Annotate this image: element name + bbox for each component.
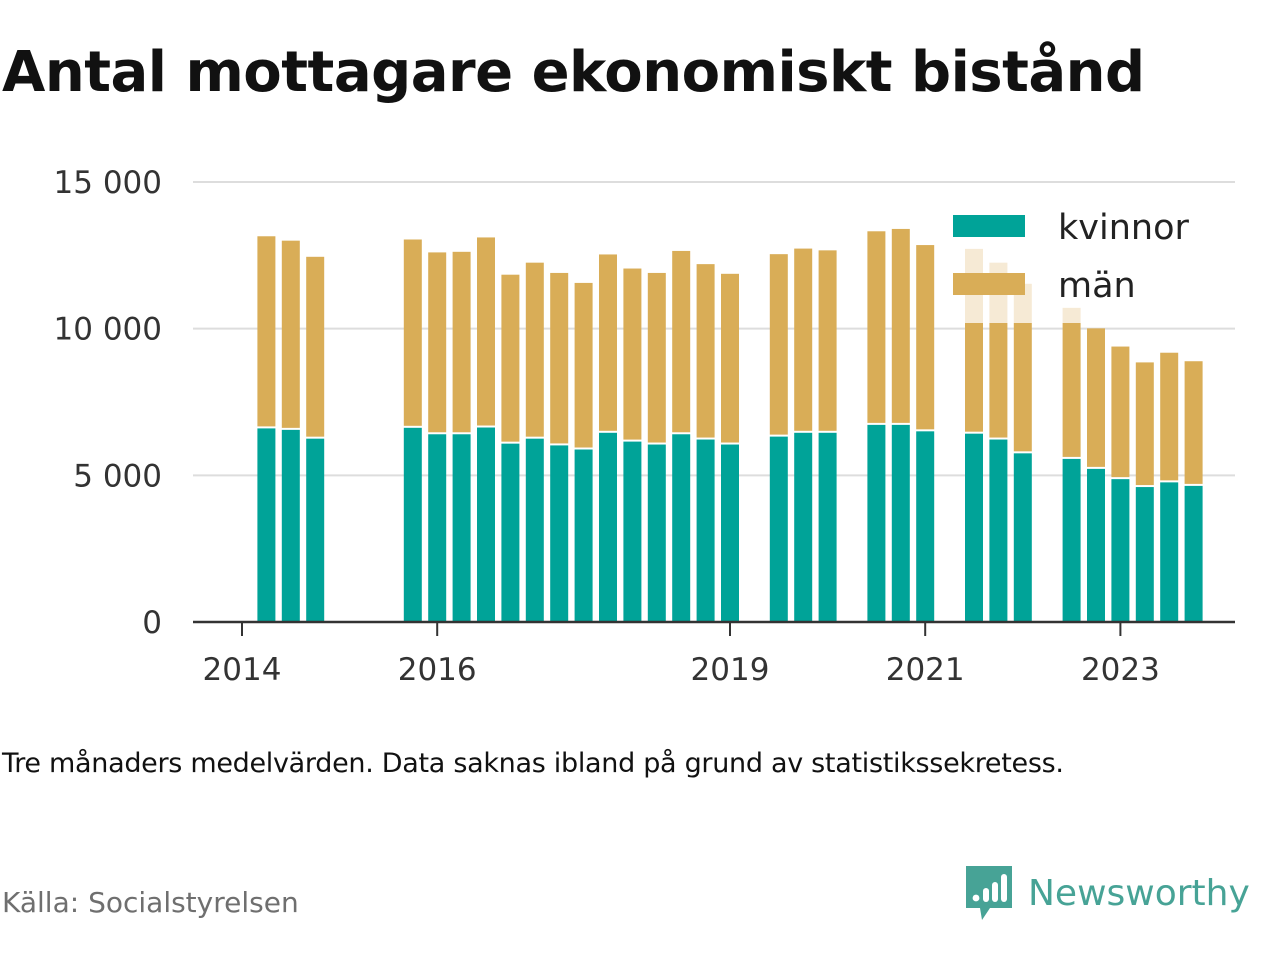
bar-man [281, 240, 300, 428]
bar-kvinnor [428, 434, 447, 622]
bar-man [647, 272, 666, 443]
bar-man [696, 264, 715, 438]
page-title: Antal mottagare ekonomiskt bistånd [2, 40, 1145, 105]
bar-kvinnor [818, 432, 837, 622]
bar-man [1087, 328, 1105, 467]
bar-man [452, 251, 471, 433]
bar-kvinnor [867, 424, 886, 622]
bar-kvinnor [647, 444, 666, 622]
bar-man [525, 262, 544, 437]
bar-kvinnor [599, 432, 617, 622]
bar-man [867, 231, 886, 423]
bar-kvinnor [1062, 458, 1081, 622]
y-tick-label: 10 000 [54, 312, 162, 348]
bar-man [306, 256, 325, 437]
bar-kvinnor [989, 439, 1008, 622]
bar-kvinnor [574, 449, 593, 622]
newsworthy-logo-icon [966, 866, 1012, 920]
bar-kvinnor [550, 445, 569, 622]
bar-man [550, 272, 569, 444]
legend: kvinnor män [945, 205, 1200, 323]
bar-man [1013, 283, 1032, 452]
bar-kvinnor [769, 436, 788, 622]
bar-kvinnor [1184, 485, 1203, 622]
bar-man [403, 239, 422, 426]
bar-kvinnor [672, 434, 691, 622]
bar-man [574, 282, 593, 448]
x-tick-label: 2016 [398, 652, 477, 688]
bar-kvinnor [794, 432, 813, 622]
x-tick-label: 2019 [691, 652, 770, 688]
bar-kvinnor [257, 428, 276, 622]
bar-man [818, 250, 837, 431]
bar-man [1184, 361, 1203, 484]
bar-man [1111, 346, 1130, 478]
bar-kvinnor [696, 439, 715, 622]
bar-man [501, 274, 520, 442]
bar-man [599, 254, 617, 431]
bar-kvinnor [891, 424, 910, 622]
bar-man [1135, 362, 1154, 486]
bar-kvinnor [306, 438, 325, 622]
bar-kvinnor [477, 427, 495, 622]
bar-man [794, 248, 813, 431]
bar-kvinnor [525, 438, 544, 622]
x-tick-label: 2023 [1081, 652, 1160, 688]
bar-kvinnor [965, 433, 983, 622]
bar-man [428, 252, 447, 433]
bar-kvinnor [501, 443, 520, 622]
bars [257, 228, 1203, 622]
bar-kvinnor [721, 444, 739, 622]
y-tick-label: 5 000 [73, 458, 162, 494]
x-tick-label: 2014 [203, 652, 282, 688]
legend-label: män [1058, 266, 1136, 306]
bar-kvinnor [623, 441, 642, 622]
legend-swatch [953, 215, 1025, 237]
bar-kvinnor [1013, 453, 1032, 622]
bar-kvinnor [1160, 482, 1179, 622]
brand-logo[interactable]: Newsworthy [964, 864, 1250, 922]
bar-man [257, 236, 276, 427]
source-credit: Källa: Socialstyrelsen [2, 886, 299, 919]
bar-kvinnor [916, 431, 935, 622]
bar-man [891, 228, 910, 423]
brand-name: Newsworthy [1028, 872, 1250, 914]
y-tick-label: 0 [142, 605, 162, 641]
bar-kvinnor [1111, 479, 1130, 622]
bar-man [623, 268, 642, 440]
legend-label: kvinnor [1058, 208, 1189, 248]
x-tick-label: 2021 [886, 652, 965, 688]
bar-man [1062, 307, 1081, 457]
bar-man [672, 250, 691, 433]
bar-man [477, 237, 495, 426]
axes: 0 5 000 10 000 15 000 2014 2016 2019 2021 2023 [54, 165, 1235, 688]
y-tick-label: 15 000 [54, 165, 162, 201]
bar-kvinnor [452, 434, 471, 622]
bar-kvinnor [1135, 487, 1154, 622]
bar-man [769, 254, 788, 435]
bar-kvinnor [1087, 468, 1105, 622]
chart-note: Tre månaders medelvärden. Data saknas ib… [2, 748, 1064, 779]
bar-man [916, 245, 935, 430]
bar-man [1160, 352, 1179, 481]
legend-swatch [953, 273, 1025, 295]
bar-kvinnor [281, 429, 300, 622]
bar-kvinnor [403, 427, 422, 622]
bar-man [721, 273, 739, 443]
